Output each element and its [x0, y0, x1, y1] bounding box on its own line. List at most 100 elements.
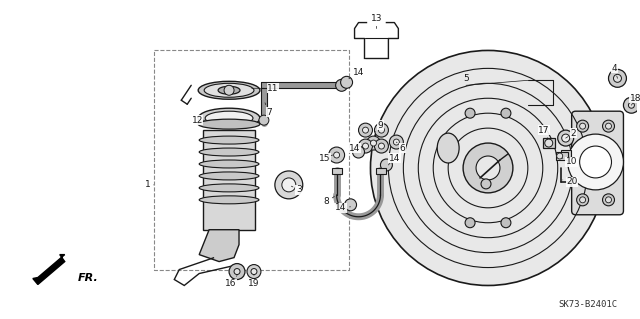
Circle shape	[605, 123, 611, 129]
Text: 9: 9	[375, 121, 383, 132]
Circle shape	[605, 197, 611, 203]
Circle shape	[481, 179, 491, 189]
Ellipse shape	[198, 81, 260, 99]
Bar	[561, 150, 571, 157]
Text: 3: 3	[291, 185, 301, 194]
Circle shape	[562, 134, 570, 142]
Text: 5: 5	[463, 74, 469, 83]
Circle shape	[577, 194, 589, 206]
Circle shape	[501, 108, 511, 118]
Bar	[203, 130, 255, 230]
Circle shape	[275, 171, 303, 199]
Circle shape	[389, 135, 403, 149]
Text: 2: 2	[566, 129, 577, 138]
Circle shape	[224, 85, 234, 95]
Text: 13: 13	[371, 14, 382, 28]
Text: 4: 4	[612, 64, 618, 78]
Circle shape	[374, 139, 388, 153]
Text: 11: 11	[252, 84, 278, 93]
Circle shape	[602, 194, 614, 206]
Circle shape	[282, 178, 296, 192]
Circle shape	[358, 139, 372, 153]
Text: FR.: FR.	[77, 272, 99, 283]
Circle shape	[358, 123, 372, 137]
Text: 17: 17	[538, 126, 550, 137]
Circle shape	[463, 143, 513, 193]
Polygon shape	[199, 230, 239, 262]
Text: 14: 14	[349, 144, 360, 152]
Circle shape	[501, 218, 511, 228]
Circle shape	[362, 127, 369, 133]
Bar	[376, 168, 387, 174]
Circle shape	[259, 115, 269, 125]
Text: 1: 1	[145, 181, 154, 189]
Text: 8: 8	[324, 197, 334, 206]
Circle shape	[344, 199, 356, 211]
Text: 12: 12	[191, 116, 205, 125]
Circle shape	[340, 76, 353, 88]
Ellipse shape	[198, 119, 260, 129]
Circle shape	[465, 218, 475, 228]
Circle shape	[577, 120, 589, 132]
Circle shape	[234, 269, 240, 275]
Text: 19: 19	[248, 276, 260, 288]
Circle shape	[362, 143, 369, 149]
Circle shape	[380, 159, 392, 171]
Text: 10: 10	[563, 158, 577, 167]
Text: 15: 15	[319, 153, 333, 162]
Circle shape	[367, 136, 380, 150]
Circle shape	[557, 130, 573, 146]
Circle shape	[465, 108, 475, 118]
Text: 14: 14	[388, 153, 400, 165]
Circle shape	[614, 74, 621, 82]
Ellipse shape	[199, 196, 259, 204]
Circle shape	[580, 146, 611, 178]
Circle shape	[353, 146, 365, 158]
Bar	[556, 152, 568, 160]
Circle shape	[394, 139, 399, 145]
Text: 18: 18	[630, 94, 640, 105]
Text: 14: 14	[349, 68, 364, 79]
Circle shape	[568, 134, 623, 190]
Text: 16: 16	[225, 276, 237, 288]
Circle shape	[628, 102, 634, 108]
Circle shape	[229, 263, 245, 279]
Circle shape	[580, 197, 586, 203]
Ellipse shape	[204, 83, 254, 97]
Circle shape	[623, 97, 639, 113]
Circle shape	[602, 120, 614, 132]
Circle shape	[580, 123, 586, 129]
Polygon shape	[33, 255, 65, 285]
Ellipse shape	[198, 108, 260, 128]
FancyBboxPatch shape	[572, 111, 623, 215]
Circle shape	[557, 153, 563, 159]
Circle shape	[247, 264, 261, 278]
Ellipse shape	[199, 172, 259, 180]
Circle shape	[335, 79, 348, 91]
Ellipse shape	[199, 184, 259, 192]
Bar	[543, 138, 555, 148]
Circle shape	[378, 143, 385, 149]
Text: 20: 20	[563, 177, 577, 186]
Ellipse shape	[199, 160, 259, 168]
Text: 14: 14	[335, 203, 351, 212]
Ellipse shape	[205, 111, 253, 125]
Circle shape	[609, 69, 627, 87]
Circle shape	[476, 156, 500, 180]
Circle shape	[545, 139, 553, 147]
Circle shape	[374, 123, 388, 137]
Circle shape	[251, 269, 257, 275]
Bar	[332, 168, 342, 174]
Ellipse shape	[218, 86, 240, 94]
Circle shape	[371, 140, 376, 146]
Circle shape	[378, 127, 385, 133]
Text: 7: 7	[265, 103, 272, 117]
Circle shape	[333, 152, 340, 158]
Text: SK73-B2401C: SK73-B2401C	[558, 300, 617, 309]
Text: 6: 6	[396, 142, 405, 152]
Circle shape	[371, 50, 605, 286]
Ellipse shape	[437, 133, 459, 163]
Circle shape	[329, 147, 344, 163]
Bar	[154, 50, 349, 270]
Ellipse shape	[199, 136, 259, 144]
